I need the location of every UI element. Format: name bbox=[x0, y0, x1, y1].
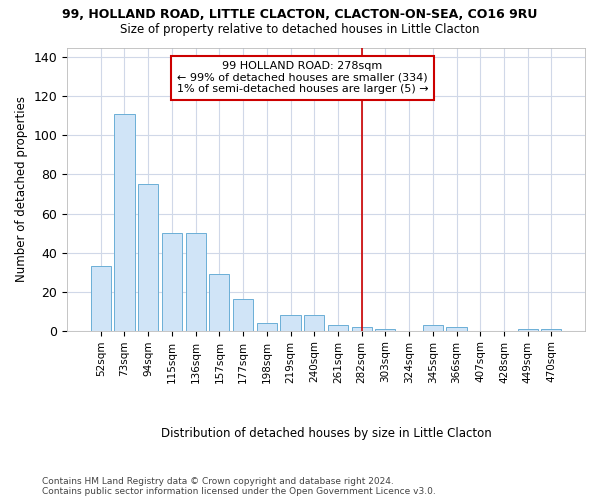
Bar bbox=[446, 327, 467, 330]
Bar bbox=[304, 315, 324, 330]
Text: Contains HM Land Registry data © Crown copyright and database right 2024.: Contains HM Land Registry data © Crown c… bbox=[42, 477, 394, 486]
Bar bbox=[328, 325, 348, 330]
Bar bbox=[423, 325, 443, 330]
Y-axis label: Number of detached properties: Number of detached properties bbox=[15, 96, 28, 282]
Bar bbox=[518, 329, 538, 330]
Text: 99 HOLLAND ROAD: 278sqm
← 99% of detached houses are smaller (334)
1% of semi-de: 99 HOLLAND ROAD: 278sqm ← 99% of detache… bbox=[176, 61, 428, 94]
Bar bbox=[185, 233, 206, 330]
Bar bbox=[138, 184, 158, 330]
Bar bbox=[541, 329, 562, 330]
Text: Size of property relative to detached houses in Little Clacton: Size of property relative to detached ho… bbox=[120, 22, 480, 36]
Text: 99, HOLLAND ROAD, LITTLE CLACTON, CLACTON-ON-SEA, CO16 9RU: 99, HOLLAND ROAD, LITTLE CLACTON, CLACTO… bbox=[62, 8, 538, 20]
Bar bbox=[375, 329, 395, 330]
Text: Contains public sector information licensed under the Open Government Licence v3: Contains public sector information licen… bbox=[42, 487, 436, 496]
Bar bbox=[257, 323, 277, 330]
Bar bbox=[115, 114, 134, 330]
Bar bbox=[91, 266, 111, 330]
Bar bbox=[162, 233, 182, 330]
Bar bbox=[209, 274, 229, 330]
Bar bbox=[233, 300, 253, 330]
X-axis label: Distribution of detached houses by size in Little Clacton: Distribution of detached houses by size … bbox=[161, 427, 491, 440]
Bar bbox=[352, 327, 372, 330]
Bar bbox=[280, 315, 301, 330]
